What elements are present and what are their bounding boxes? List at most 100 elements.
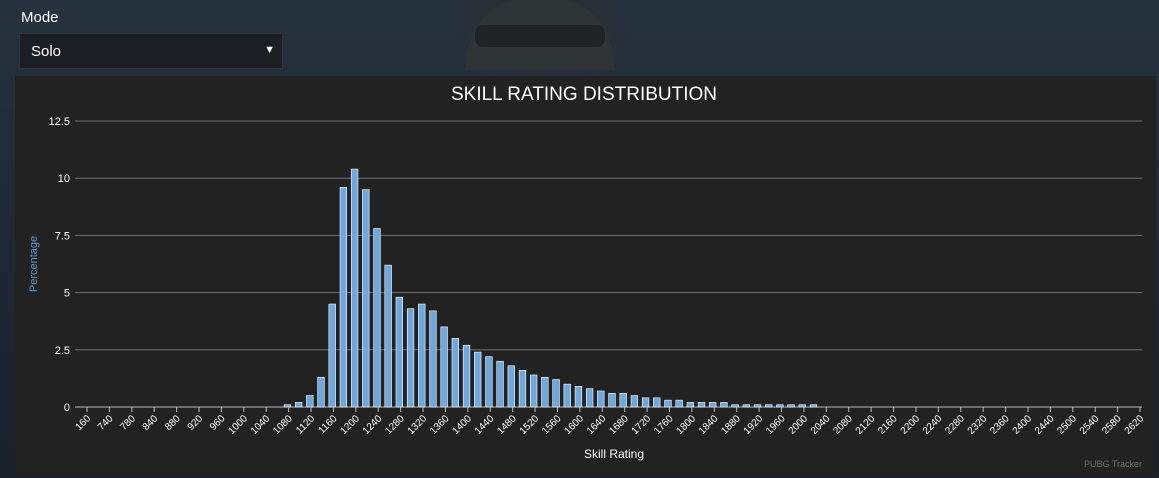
bar-1720 (641, 397, 650, 408)
x-tick-label: 740 (96, 413, 116, 433)
x-tick-label: 1560 (540, 413, 564, 437)
bar-1080 (283, 404, 292, 408)
bar-1460 (496, 360, 504, 408)
bar-1920 (753, 404, 762, 408)
x-tick-label: 2400 (1011, 413, 1035, 437)
x-tick-label: 1720 (630, 413, 654, 437)
x-tick-label: 1120 (294, 413, 317, 436)
bar-1880 (731, 404, 739, 408)
bar-1580 (563, 383, 571, 408)
x-tick-label: 780 (118, 413, 138, 433)
x-tick-label: 1080 (271, 413, 295, 437)
y-tick-label: 7.5 (55, 230, 70, 242)
bar-1600 (574, 386, 583, 408)
bar-1540 (541, 376, 549, 408)
x-tick-label: 2620 (1123, 413, 1147, 437)
bar-1660 (608, 392, 616, 408)
bar-1180 (339, 187, 348, 408)
bar-1100 (294, 402, 303, 408)
chart-panel: SKILL RATING DISTRIBUTION Percentage Ski… (15, 76, 1156, 475)
bar-1640 (597, 390, 605, 408)
x-tick-label: 2200 (899, 413, 923, 437)
x-axis-label: Skill Rating (584, 447, 644, 461)
x-tick-label: 880 (163, 413, 183, 433)
x-tick-label: 1240 (361, 413, 385, 437)
bar-1840 (709, 402, 717, 408)
x-tick-label: 2240 (921, 413, 945, 437)
bar-1340 (429, 310, 437, 408)
bar-1420 (474, 351, 482, 408)
x-tick-label: 1960 (764, 413, 788, 437)
x-tick-label: 2320 (966, 413, 990, 437)
x-tick-label: 1200 (338, 413, 362, 437)
bar-1260 (384, 264, 392, 408)
mode-select[interactable]: Solo ▼ (19, 33, 283, 69)
x-tick-label: 1920 (742, 413, 766, 437)
x-tick-label: 1600 (563, 413, 587, 437)
x-tick-label: 2000 (787, 413, 811, 437)
x-tick-label: 840 (141, 413, 161, 433)
bar-1220 (362, 189, 370, 408)
bar-1440 (485, 356, 493, 408)
bar-1740 (653, 397, 661, 408)
x-tick-label: 1800 (675, 413, 699, 437)
bar-1120 (306, 395, 314, 408)
x-tick-label: 1040 (249, 413, 273, 437)
bar-1760 (664, 399, 672, 408)
x-tick-label: 1480 (495, 413, 519, 437)
bar-1960 (776, 404, 784, 408)
bar-1160 (328, 303, 336, 408)
bar-2000 (798, 404, 806, 408)
x-tick-label: 2580 (1100, 413, 1124, 437)
y-tick-label: 2.5 (55, 345, 70, 357)
x-tick-label: 1640 (585, 413, 609, 437)
x-tick-label: 1160 (317, 413, 340, 436)
x-tick-label: 2040 (809, 413, 833, 437)
bar-1300 (406, 308, 415, 408)
bar-1780 (675, 399, 683, 408)
y-tick-label: 10 (58, 173, 70, 185)
y-tick-label: 0 (64, 402, 70, 414)
bar-1400 (462, 344, 471, 408)
bar-1320 (418, 303, 426, 408)
x-tick-label: 2500 (1055, 413, 1079, 437)
x-tick-label: 920 (186, 413, 206, 433)
x-tick-label: 1760 (652, 413, 676, 437)
x-tick-label: 1840 (697, 413, 721, 437)
bar-1820 (697, 402, 706, 408)
x-tick-label: 160 (74, 413, 94, 433)
bar-1240 (373, 228, 381, 408)
x-tick-label: 2120 (854, 413, 878, 437)
x-tick-label: 1320 (406, 413, 430, 437)
bar-1860 (720, 402, 728, 408)
bar-1700 (630, 395, 639, 408)
bar-1800 (686, 402, 694, 408)
bar-1500 (518, 370, 527, 408)
bar-1360 (440, 326, 448, 408)
x-tick-label: 2440 (1033, 413, 1057, 437)
bar-2020 (809, 404, 818, 408)
x-tick-label: 1680 (607, 413, 631, 437)
x-tick-label: 1880 (719, 413, 743, 437)
x-tick-label: 1360 (428, 413, 452, 437)
bar-1620 (585, 388, 594, 408)
x-tick-label: 960 (208, 413, 228, 433)
x-tick-label: 1440 (473, 413, 497, 437)
bar-1940 (765, 404, 773, 408)
x-tick-label: 2360 (988, 413, 1012, 437)
x-tick-label: 1400 (450, 413, 474, 437)
x-tick-label: 1280 (383, 413, 407, 437)
y-tick-label: 5 (64, 288, 70, 300)
chevron-down-icon: ▼ (264, 44, 275, 56)
chart-title: SKILL RATING DISTRIBUTION (451, 84, 717, 105)
y-axis-label: Percentage (28, 236, 40, 292)
bar-1680 (619, 392, 627, 408)
bar-1520 (529, 374, 538, 408)
helmet-artwork (465, 0, 615, 70)
x-tick-label: 2540 (1078, 413, 1102, 437)
bar-1560 (552, 379, 560, 408)
mode-selected-value: Solo (31, 43, 62, 60)
x-tick-label: 2080 (831, 413, 855, 437)
bar-1480 (507, 365, 515, 408)
bar-1380 (451, 338, 459, 408)
